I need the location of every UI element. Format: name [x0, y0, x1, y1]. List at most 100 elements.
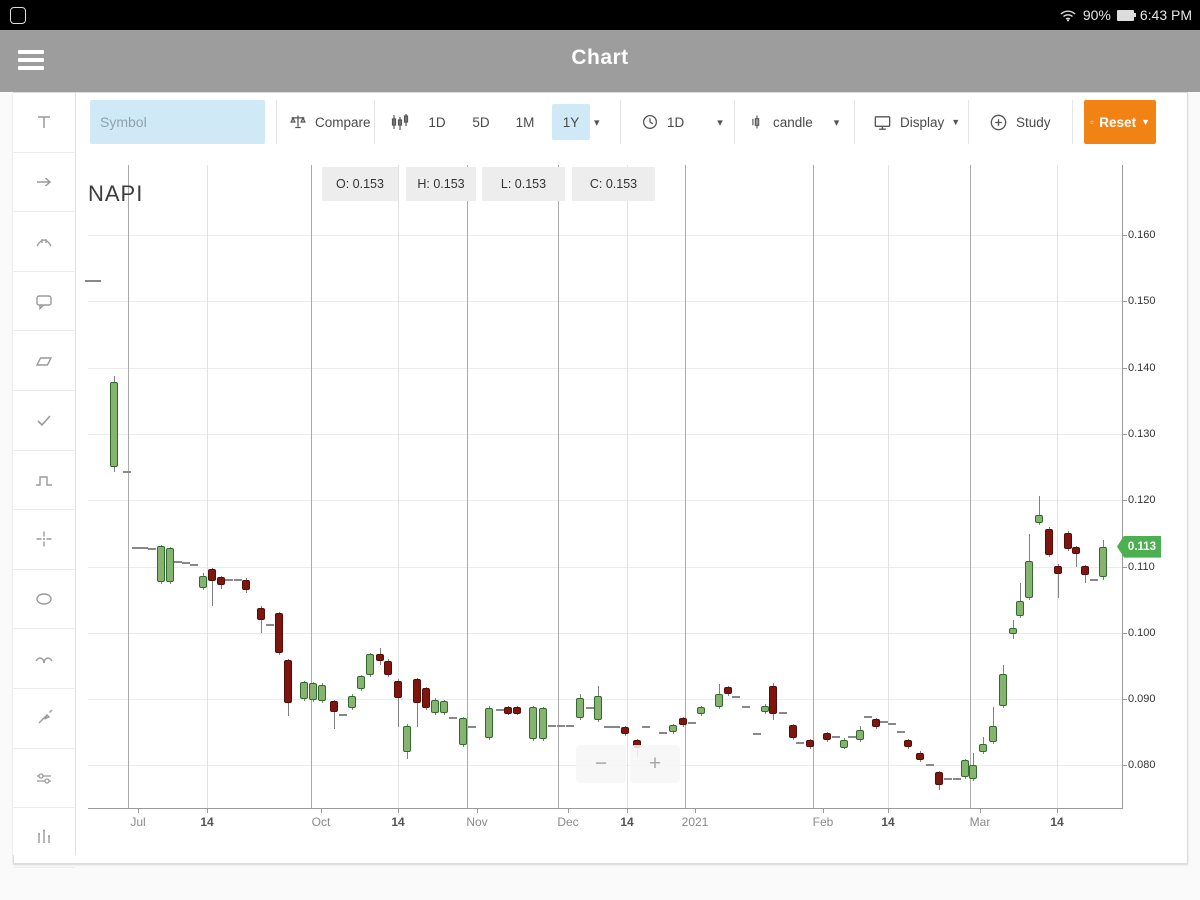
compare-scales-icon	[290, 115, 306, 129]
doji-dash	[225, 578, 233, 581]
sidebar-crosshair-tool[interactable]	[13, 510, 75, 570]
gridline-vertical	[467, 165, 468, 808]
candle-up	[961, 760, 969, 777]
candle-up	[594, 695, 602, 720]
doji-dash	[732, 696, 740, 699]
interval-dropdown[interactable]: 1D ▾	[640, 100, 723, 144]
y-axis-label: 0.130	[1128, 427, 1156, 440]
x-axis-label: Dec	[557, 815, 579, 829]
clock-time: 6:43 PM	[1139, 7, 1192, 23]
zoom-out-button[interactable]: −	[576, 745, 626, 783]
candle-down	[916, 752, 924, 761]
divider	[620, 100, 621, 144]
candle-down	[1054, 565, 1062, 574]
x-axis-tick	[398, 808, 399, 813]
gridline-vertical	[970, 165, 971, 808]
compare-button[interactable]: Compare	[288, 100, 371, 144]
status-bar: 90% 6:43 PM	[0, 0, 1200, 30]
sidebar-text-tool[interactable]	[13, 93, 75, 153]
sidebar-parallelogram-tool[interactable]	[13, 331, 75, 391]
x-axis-tick	[321, 808, 322, 813]
gridline-vertical	[888, 165, 889, 808]
x-axis-tick	[627, 808, 628, 813]
candle-up	[840, 739, 848, 748]
x-axis-label: 2021	[681, 815, 709, 829]
candle-up	[357, 675, 365, 690]
x-axis-tick	[888, 808, 889, 813]
candle-down	[823, 732, 831, 741]
y-axis-label: 0.110	[1128, 560, 1155, 573]
candle-down	[1064, 532, 1072, 549]
range-1m-button[interactable]: 1M	[515, 114, 535, 130]
divider	[276, 100, 277, 144]
sidebar-brush-tool[interactable]	[13, 689, 75, 749]
candle-down	[257, 607, 265, 620]
candle-down	[275, 612, 283, 653]
refresh-icon	[1090, 120, 1094, 124]
candle-down	[284, 659, 292, 704]
candle-up	[1016, 600, 1024, 617]
sidebar-step-line-tool[interactable]	[13, 451, 75, 511]
candle-down	[724, 687, 732, 694]
divider	[734, 100, 735, 144]
chart-symbol: NAPI	[88, 181, 144, 206]
candle-down	[217, 577, 225, 586]
sidebar-trendline-arrow-tool[interactable]	[13, 153, 75, 213]
candle-up	[157, 545, 165, 582]
step-line-tool-icon	[36, 476, 52, 486]
x-axis-label: Feb	[812, 815, 834, 829]
candle-down	[789, 724, 797, 739]
doji-dash	[612, 725, 620, 728]
range-dropdown[interactable]: ▾	[594, 116, 600, 129]
sidebar-pitchfork-tool[interactable]	[13, 212, 75, 272]
symbol-input[interactable]	[90, 100, 265, 144]
sidebar-sliders-tool[interactable]	[13, 749, 75, 809]
candle-up	[576, 697, 584, 719]
range-5d-button[interactable]: 5D	[472, 114, 490, 130]
sidebar-ellipse-tool[interactable]	[13, 570, 75, 630]
doji-dash	[659, 731, 667, 734]
doji-dash	[796, 741, 804, 744]
candle-up	[459, 718, 467, 745]
candle-up	[979, 743, 987, 753]
x-axis-label: Mar	[969, 815, 991, 829]
gridline-horizontal	[88, 367, 1122, 369]
candle-up	[999, 673, 1007, 706]
x-axis-tick	[695, 808, 696, 813]
sidebar-histogram-tool[interactable]	[13, 808, 75, 868]
doji-dash	[926, 764, 934, 767]
sidebar-wave-tool[interactable]	[13, 629, 75, 689]
x-axis-label: 14	[1050, 815, 1064, 829]
y-axis-label: 0.080	[1128, 759, 1156, 772]
x-axis-tick	[823, 808, 824, 813]
app-header: Chart	[0, 30, 1200, 92]
pitchfork-tool-icon	[36, 239, 52, 247]
candle-up	[1035, 515, 1043, 524]
study-button[interactable]: Study	[988, 100, 1051, 144]
chart-type-dropdown[interactable]: candle ▾	[748, 100, 839, 144]
gridline-horizontal	[88, 301, 1122, 303]
sliders-tool-icon	[37, 773, 51, 784]
range-1y-button[interactable]: 1Y	[552, 104, 590, 140]
range-1d-button[interactable]: 1D	[428, 114, 446, 130]
sidebar-comment-tool[interactable]	[13, 272, 75, 332]
divider	[854, 100, 855, 144]
doji-dash	[548, 724, 556, 727]
doji-dash	[234, 579, 242, 582]
last-price-badge: 0.113	[1117, 535, 1161, 558]
doji-dash	[566, 724, 574, 727]
reset-button[interactable]: Reset ▼	[1084, 100, 1156, 144]
gridline-vertical	[558, 165, 559, 808]
candle-up	[761, 705, 769, 713]
display-dropdown[interactable]: Display ▼	[872, 100, 960, 144]
sidebar-check-tool[interactable]	[13, 391, 75, 451]
candle-up	[318, 684, 326, 702]
x-axis-label: 14	[620, 815, 634, 829]
zoom-in-button[interactable]: +	[630, 745, 680, 783]
menu-icon[interactable]	[18, 50, 44, 72]
x-axis-label: Jul	[130, 815, 146, 829]
page-title: Chart	[571, 46, 629, 69]
y-axis-label: 0.140	[1128, 361, 1156, 374]
candle-up	[440, 701, 448, 714]
candle-up	[715, 693, 723, 708]
